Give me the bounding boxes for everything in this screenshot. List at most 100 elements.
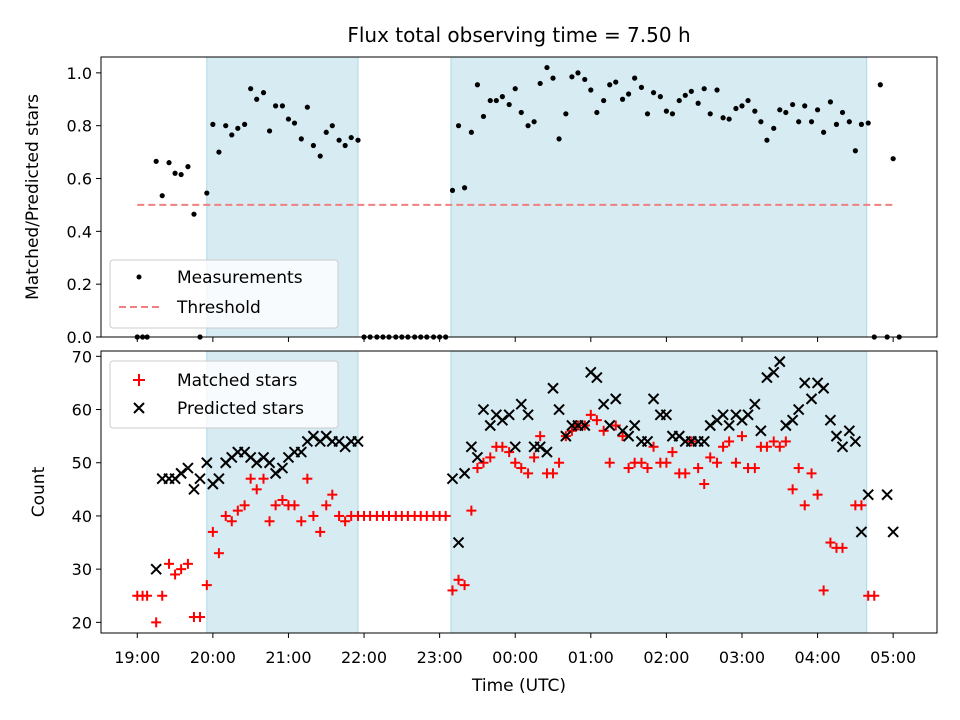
- predicted-star-point: [774, 355, 786, 368]
- predicted-star-point: [723, 419, 735, 432]
- predicted-star-stroke: [673, 430, 685, 442]
- predicted-star-point: [496, 414, 509, 426]
- predicted-star-point: [849, 435, 862, 448]
- measurement-point: [802, 103, 808, 109]
- measurement-point: [758, 119, 764, 125]
- predicted-star-stroke: [579, 419, 591, 432]
- predicted-star-point: [477, 403, 490, 416]
- predicted-star-stroke: [320, 430, 332, 442]
- matched-star-point: [818, 585, 829, 596]
- measurement-point: [846, 119, 852, 125]
- measurement-point: [342, 142, 348, 149]
- predicted-star-point: [579, 419, 591, 432]
- predicted-star-stroke: [251, 457, 263, 469]
- predicted-star-stroke: [817, 382, 830, 394]
- x-tick-label: 00:00: [492, 648, 538, 667]
- x-tick-label: 02:00: [643, 648, 689, 667]
- matched-star-point: [151, 617, 162, 628]
- predicted-star-point: [641, 435, 654, 448]
- y-tick-label: 0.2: [67, 275, 92, 294]
- predicted-star-stroke: [244, 451, 257, 464]
- measurement-point: [159, 193, 165, 199]
- legend-matched-marker: [133, 374, 145, 386]
- measurement-point: [563, 111, 569, 117]
- matched-star-point: [730, 457, 741, 468]
- measurement-point: [764, 137, 770, 143]
- matched-star-point: [523, 468, 534, 479]
- matched-star-point: [806, 468, 817, 479]
- measurement-point: [833, 121, 840, 127]
- predicted-star-point: [830, 430, 843, 442]
- predicted-star-stroke: [824, 414, 837, 426]
- measurement-point: [575, 70, 581, 76]
- measurement-point: [487, 97, 493, 104]
- matched-star-point: [636, 457, 647, 468]
- measurement-point: [323, 129, 329, 135]
- measurement-point: [569, 74, 575, 80]
- predicted-star-stroke: [182, 462, 194, 474]
- predicted-star-point: [591, 371, 603, 384]
- matched-star-point: [661, 457, 672, 468]
- predicted-star-stroke: [522, 409, 534, 421]
- predicted-star-stroke: [786, 414, 799, 426]
- measurement-point: [242, 121, 248, 127]
- predicted-star-stroke: [194, 472, 206, 485]
- measurement-point: [852, 148, 858, 154]
- measurement-point: [153, 158, 159, 164]
- predicted-star-point: [817, 382, 830, 394]
- measurement-point: [601, 97, 607, 104]
- matched-star-point: [213, 548, 224, 559]
- predicted-star-stroke: [761, 371, 773, 384]
- measurement-point: [474, 82, 481, 88]
- predicted-star-stroke: [276, 462, 289, 474]
- measurement-point: [733, 105, 739, 112]
- predicted-star-point: [805, 393, 818, 405]
- measurement-point: [796, 119, 802, 125]
- predicted-star-stroke: [553, 403, 565, 416]
- predicted-star-stroke: [263, 457, 276, 469]
- predicted-star-point: [780, 419, 792, 432]
- measurement-point: [348, 134, 354, 141]
- predicted-star-point: [307, 430, 320, 442]
- y-tick-label: 50: [72, 454, 92, 473]
- y-tick-label: 60: [72, 401, 92, 420]
- matched-star-point: [485, 452, 496, 463]
- x-tick-label: 03:00: [719, 648, 765, 667]
- predicted-star-point: [836, 441, 849, 453]
- predicted-star-stroke: [496, 414, 509, 426]
- predicted-star-stroke: [742, 409, 754, 421]
- predicted-star-stroke: [855, 526, 868, 538]
- measurement-point: [644, 111, 651, 117]
- predicted-star-stroke: [660, 409, 673, 421]
- predicted-star-stroke: [881, 488, 893, 501]
- matched-star-point: [251, 484, 262, 495]
- matched-star-point: [472, 463, 483, 474]
- predicted-star-point: [628, 419, 641, 432]
- predicted-star-point: [786, 414, 799, 426]
- predicted-star-stroke: [238, 446, 251, 458]
- measurement-point: [248, 86, 254, 92]
- predicted-star-stroke: [515, 398, 527, 410]
- measurement-point: [317, 153, 323, 159]
- matched-star-point: [510, 457, 521, 468]
- y-tick-label: 0.6: [67, 170, 92, 189]
- predicted-star-stroke: [188, 483, 200, 496]
- matched-star-point: [825, 537, 836, 548]
- measurement-point: [223, 123, 229, 129]
- y-tick-label: 1.0: [67, 64, 92, 83]
- y-tick-label: 70: [72, 347, 92, 366]
- matched-star-point: [478, 457, 489, 468]
- count-series: [132, 355, 899, 628]
- matched-star-point: [598, 425, 609, 436]
- matched-star-point: [277, 494, 288, 505]
- predicted-star-stroke: [780, 419, 792, 432]
- observing-window-band: [450, 56, 868, 338]
- measurement-point: [827, 99, 834, 105]
- predicted-star-point: [547, 382, 559, 394]
- matched-star-point: [440, 510, 451, 521]
- predicted-star-stroke: [201, 457, 213, 469]
- matched-star-point: [585, 409, 596, 420]
- ratio-x-ticks: [136, 337, 894, 342]
- predicted-star-point: [509, 441, 521, 453]
- predicted-star-stroke: [547, 382, 559, 394]
